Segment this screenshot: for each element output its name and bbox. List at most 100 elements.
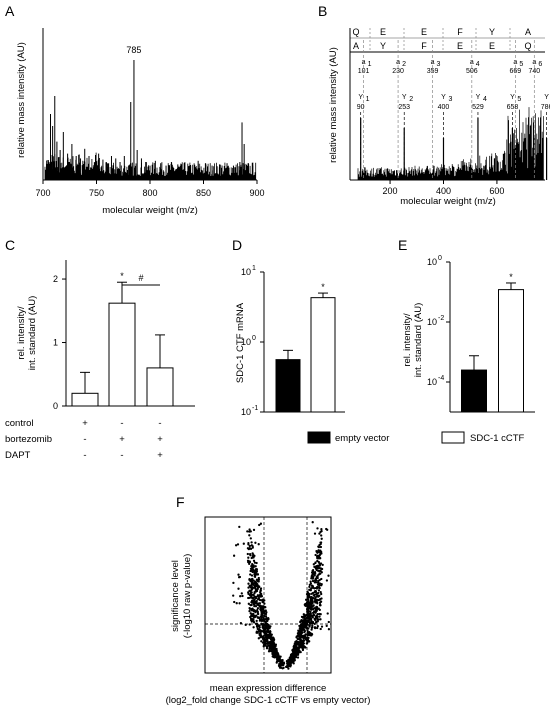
panel-c-bracket-label: # — [138, 273, 143, 283]
panel-c-significance: * — [120, 271, 124, 281]
panel-b-a-ion-sub: 3 — [437, 61, 441, 68]
panel-b-a-ion-sub: 4 — [476, 61, 480, 68]
panel-d-y-label: SDC-1 CTF mRNA — [235, 302, 246, 383]
panel-b-x-tick-label: 600 — [489, 186, 504, 196]
panel-f: F significance level (-log10 raw p-value… — [166, 494, 371, 706]
panel-b-y-ion-mz: 90 — [357, 104, 365, 111]
panel-c-condition-sign: + — [82, 418, 88, 429]
panel-d-y-tick-base: 10 — [241, 337, 251, 347]
panel-c-y-tick-label: 1 — [53, 338, 58, 348]
panel-b-seq-top-residue: F — [457, 27, 463, 37]
panel-a-letter: A — [5, 3, 15, 19]
panel-b-seq-bottom-residue: F — [421, 41, 427, 51]
panel-a-peak-label: 785 — [126, 45, 141, 55]
panel-c-y-tick-label: 0 — [53, 401, 58, 411]
panel-e-y-label: rel. intensity/int. standard (AU) — [402, 303, 424, 377]
panel-d-bars: * — [275, 282, 336, 413]
panel-f-x-label-line2: (log2_fold change SDC-1 cCTF vs empty ve… — [166, 695, 371, 706]
panel-b-y-ion-sub: 1 — [366, 96, 370, 103]
panel-c-condition-name: bortezomib — [5, 434, 52, 445]
panel-b-y-label: relative mass intensity (AU) — [328, 47, 339, 163]
panel-d-significance: * — [321, 282, 325, 292]
panel-a: A 700 750 800 850 900 785 molecular weight (… — [5, 3, 265, 216]
panel-e-y-tick-base: 10 — [427, 257, 437, 267]
panel-c-bars: * — [71, 271, 174, 407]
panel-c: C 0 1 2 * # rel. intensity/int. standard (… — [5, 237, 195, 461]
panel-e-y-tick-exp: 0 — [438, 255, 442, 262]
panel-f-scatter-points — [232, 521, 331, 670]
panel-b-seq-bottom-residue: Y — [380, 41, 386, 51]
panel-a-x-tick-label: 700 — [35, 188, 50, 198]
panel-c-condition-name: control — [5, 418, 34, 429]
panel-d-y-tick-base: 10 — [241, 267, 251, 277]
panel-e-y-label-line: int. standard (AU) — [413, 303, 424, 377]
panel-f-letter: F — [176, 494, 185, 510]
panel-c-y-label-line: int. standard (AU) — [27, 296, 38, 370]
legend-label-sdc1-cctf: SDC-1 cCTF — [470, 433, 525, 444]
panel-b-y-ion-sub: 3 — [448, 96, 452, 103]
panel-a-x-tick-label: 850 — [196, 188, 211, 198]
legend-swatch-empty-vector — [307, 431, 331, 444]
panel-b-seq-top-residue: E — [421, 27, 427, 37]
panel-b-seq-bottom-residue: Q — [524, 41, 531, 51]
panel-d-bar — [310, 297, 336, 413]
panel-b-x-tick-label: 400 — [436, 186, 451, 196]
panel-c-condition-sign: - — [158, 418, 161, 429]
panel-d-y-tick-base: 10 — [241, 407, 251, 417]
legend: empty vector SDC-1 cCTF — [307, 431, 525, 444]
panel-a-x-tick-label: 800 — [142, 188, 157, 198]
panel-b-y-ion-sub: 4 — [483, 96, 487, 103]
panel-a-x-tick-label: 900 — [249, 188, 264, 198]
panel-c-y-label-line: rel. intensity/ — [16, 306, 27, 360]
panel-b-x-ticks: 200 400 600 — [383, 180, 504, 196]
panel-c-condition-sign: - — [83, 450, 86, 461]
panel-a-x-tick-label: 750 — [89, 188, 104, 198]
panel-d-y-tick-exp: -1 — [252, 405, 258, 412]
panel-b-y-ion-label: Y — [358, 94, 363, 101]
panel-c-letter: C — [5, 237, 15, 253]
panel-c-condition-sign: + — [157, 434, 163, 445]
panel-c-condition-sign: + — [119, 434, 125, 445]
panel-e-y-label-line: rel. intensity/ — [402, 313, 413, 367]
panel-b-seq-top-residue: Q — [352, 27, 359, 37]
legend-label-empty-vector: empty vector — [335, 433, 389, 444]
panel-c-condition-sign: - — [120, 418, 123, 429]
panel-e-y-tick-base: 10 — [427, 377, 437, 387]
panel-f-frame — [204, 516, 332, 674]
panel-f-x-label-line1: mean expression difference — [210, 683, 327, 694]
panel-b-y-ion-label: Y — [544, 94, 549, 101]
panel-a-x-label: molecular weight (m/z) — [102, 205, 198, 216]
panel-c-bar — [146, 367, 174, 407]
panel-a-y-label: relative mass intensity (AU) — [16, 42, 27, 158]
panel-b-y-ion-label: Y — [441, 94, 446, 101]
panel-c-y-label: rel. intensity/int. standard (AU) — [16, 296, 38, 370]
panel-f-y-label-line2: (-log10 raw p-value) — [182, 554, 193, 638]
panel-b-y-ion-mz: 529 — [472, 104, 484, 111]
panel-c-condition-sign: - — [83, 434, 86, 445]
panel-e-bar — [498, 289, 524, 413]
panel-b-seq-bottom-residue: E — [489, 41, 495, 51]
panel-d-y-tick-exp: 0 — [252, 335, 256, 342]
panel-b-y-ion-label: Y — [476, 94, 481, 101]
panel-b-y-ion-sub: 5 — [517, 96, 521, 103]
panel-b-x-tick-label: 200 — [383, 186, 398, 196]
panel-b-a-ion-sub: 6 — [538, 61, 542, 68]
panel-a-peaks — [44, 60, 257, 180]
panel-b-y-ion-label: Y — [510, 94, 515, 101]
panel-d-y-tick-exp: 1 — [252, 265, 256, 272]
panel-b-a-ion-sub: 2 — [402, 61, 406, 68]
panel-b-y-ion-mz: 658 — [507, 104, 519, 111]
panel-c-condition-name: DAPT — [5, 450, 31, 461]
panel-b-x-label: molecular weight (m/z) — [400, 196, 496, 207]
panel-b-seq-top-residue: A — [525, 27, 531, 37]
panel-e-y-tick-exp: -4 — [438, 375, 444, 382]
panel-a-x-ticks: 700 750 800 850 900 — [35, 180, 265, 198]
panel-c-bracket: # — [122, 273, 160, 286]
panel-b-seq-top-residue: Y — [489, 27, 495, 37]
panel-e-significance: * — [509, 272, 513, 282]
